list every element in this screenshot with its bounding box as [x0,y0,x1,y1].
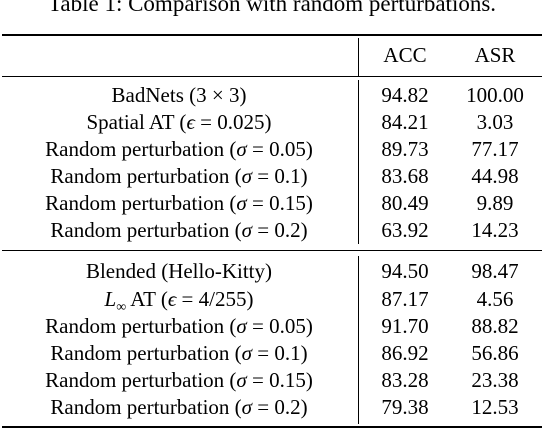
asr-cell: 23.38 [471,368,519,392]
method-cell: Random perturbation (σ = 0.15) [45,368,313,392]
method-cell: Blended (Hello-Kitty) [85,259,273,283]
acc-cell: 83.28 [381,368,429,392]
acc-cell: 79.38 [381,395,429,419]
asr-cell: 3.03 [476,110,514,134]
asr-cell: 56.86 [471,341,519,365]
header-asr: ASR [474,43,516,67]
asr-cell: 100.00 [466,83,524,107]
method-cell: Spatial AT (ϵ = 0.025) [86,110,272,134]
method-cell: Random perturbation (σ = 0.05) [45,314,313,338]
asr-cell: 98.47 [471,259,519,283]
asr-cell: 14.23 [471,218,519,242]
acc-cell: 91.70 [381,314,429,338]
column-separator [358,256,359,424]
asr-cell: 9.89 [476,191,514,215]
acc-cell: 86.92 [381,341,429,365]
acc-cell: 80.49 [381,191,429,215]
method-cell: L∞ AT (ϵ = 4/255) [104,287,254,316]
acc-cell: 89.73 [381,137,429,161]
acc-cell: 83.68 [381,164,429,188]
method-cell: Random perturbation (σ = 0.2) [50,395,308,419]
bottom-rule [2,426,542,428]
column-separator [358,38,359,76]
method-cell: Random perturbation (σ = 0.15) [45,191,313,215]
method-cell: Random perturbation (σ = 0.1) [50,164,308,188]
method-cell: Random perturbation (σ = 0.05) [45,137,313,161]
acc-cell: 87.17 [381,287,429,311]
method-cell: Random perturbation (σ = 0.1) [50,341,308,365]
column-separator [358,80,359,244]
asr-cell: 12.53 [471,395,519,419]
acc-cell: 94.82 [381,83,429,107]
asr-cell: 88.82 [471,314,519,338]
header-acc: ACC [383,43,427,67]
method-cell: Random perturbation (σ = 0.2) [50,218,308,242]
top-rule [2,34,542,36]
acc-cell: 84.21 [381,110,429,134]
group-rule [2,250,542,251]
asr-cell: 77.17 [471,137,519,161]
method-cell: BadNets (3 × 3) [111,83,247,107]
header-rule [2,76,542,77]
acc-cell: 94.50 [381,259,429,283]
acc-cell: 63.92 [381,218,429,242]
asr-cell: 44.98 [471,164,519,188]
asr-cell: 4.56 [476,287,514,311]
table-caption: Table 1: Comparison with random perturba… [47,0,497,16]
